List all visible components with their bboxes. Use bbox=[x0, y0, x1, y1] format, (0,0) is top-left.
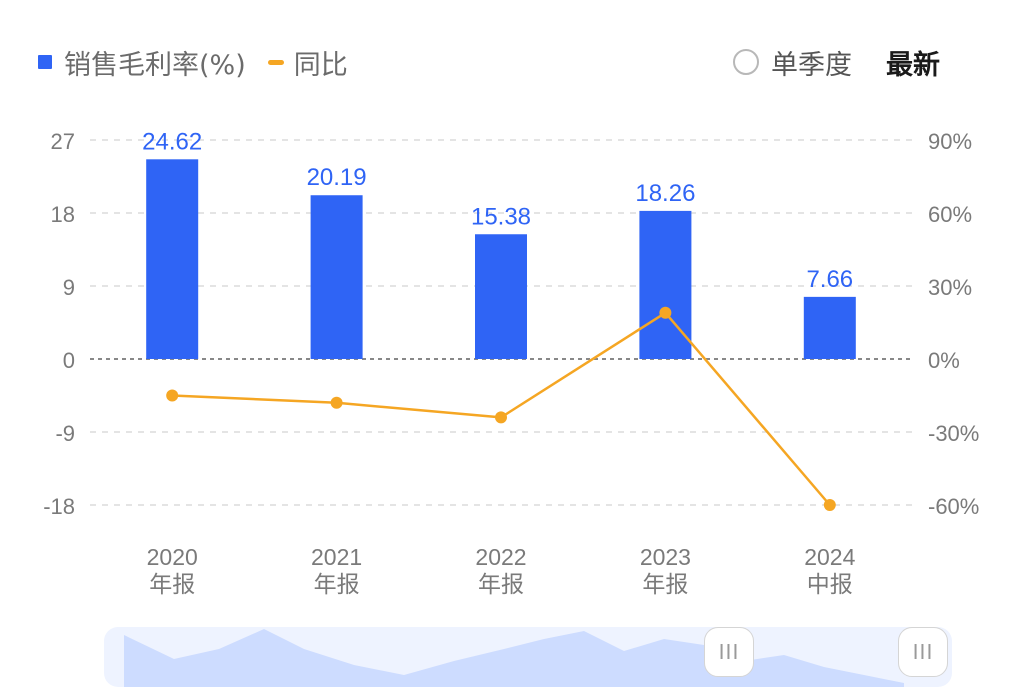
legend-line-label: 同比 bbox=[293, 49, 348, 81]
x-tick-label-report: 中报 bbox=[807, 572, 853, 598]
x-tick-label-year: 2021 bbox=[311, 544, 362, 570]
line-series-swatch bbox=[267, 59, 284, 65]
yoy-point bbox=[823, 499, 836, 511]
right-axis-tick-label: 90% bbox=[928, 129, 972, 154]
navigator-area bbox=[124, 629, 904, 687]
yoy-point bbox=[495, 411, 507, 424]
bar-value-label: 24.62 bbox=[142, 128, 202, 155]
bar-value-label: 20.19 bbox=[307, 164, 367, 191]
range-navigator[interactable]: III III bbox=[104, 627, 952, 687]
bar-series-swatch bbox=[38, 55, 52, 69]
left-axis-tick-label: 9 bbox=[63, 275, 75, 300]
legend-bar-label: 销售毛利率(%) bbox=[64, 49, 246, 81]
right-axis-tick-label: 60% bbox=[928, 202, 972, 227]
left-axis-tick-label: 27 bbox=[51, 129, 75, 154]
navigator-right-handle[interactable]: III bbox=[898, 627, 948, 677]
yoy-point bbox=[659, 306, 672, 319]
x-tick-label-report: 年报 bbox=[149, 572, 195, 598]
bar bbox=[475, 234, 527, 359]
latest-button[interactable]: 最新 bbox=[886, 49, 940, 81]
right-axis-tick-label: -60% bbox=[928, 494, 979, 519]
left-axis-tick-label: 18 bbox=[51, 202, 75, 227]
bar-value-label: 18.26 bbox=[635, 180, 695, 207]
gross-margin-chart: 27 18 9 0 -9 -18 90% 60% 30% 0% -30% -60% 24.62 20.19… bbox=[43, 128, 979, 598]
navigator-preview bbox=[124, 629, 904, 687]
right-axis-tick-label: -30% bbox=[928, 421, 979, 446]
bar bbox=[146, 159, 199, 359]
legend-item-gross-margin[interactable]: 销售毛利率(%) bbox=[38, 43, 246, 82]
quarter-label[interactable]: 单季度 bbox=[771, 49, 852, 81]
yoy-point bbox=[166, 389, 179, 402]
x-tick-label-year: 2020 bbox=[147, 544, 198, 570]
left-axis-tick-label: 0 bbox=[63, 348, 75, 373]
bar bbox=[310, 195, 363, 359]
x-tick-label-year: 2024 bbox=[804, 544, 855, 570]
right-axis-tick-label: 30% bbox=[928, 275, 972, 300]
legend-item-yoy[interactable]: 同比 bbox=[267, 43, 348, 82]
navigator-left-handle[interactable]: III bbox=[704, 627, 754, 677]
chart-controls: 单季度 最新 bbox=[733, 40, 940, 84]
yoy-point bbox=[330, 396, 343, 409]
bar bbox=[803, 296, 856, 359]
chart-legend: 销售毛利率(%) 同比 bbox=[38, 40, 370, 84]
left-axis-tick-label: -18 bbox=[43, 494, 75, 519]
quarter-radio[interactable] bbox=[733, 49, 759, 75]
x-tick-label-report: 年报 bbox=[478, 572, 524, 598]
x-tick-label-year: 2023 bbox=[640, 544, 691, 570]
navigator-track[interactable] bbox=[104, 627, 952, 687]
x-tick-label-report: 年报 bbox=[314, 572, 360, 598]
bar-value-label: 7.66 bbox=[806, 266, 853, 293]
x-tick-label-year: 2022 bbox=[475, 544, 526, 570]
x-tick-label-report: 年报 bbox=[642, 572, 688, 598]
left-axis-tick-label: -9 bbox=[55, 421, 75, 446]
bar bbox=[639, 210, 692, 359]
right-axis-tick-label: 0% bbox=[928, 348, 960, 373]
bar-value-label: 15.38 bbox=[471, 203, 531, 230]
